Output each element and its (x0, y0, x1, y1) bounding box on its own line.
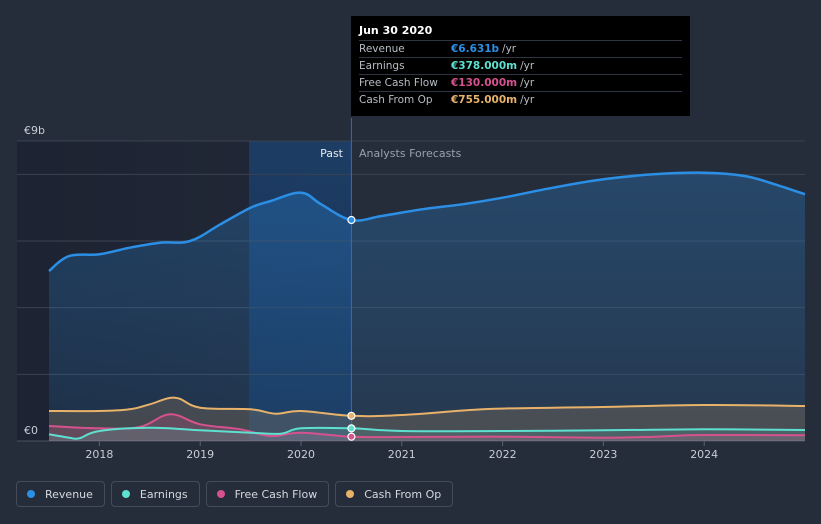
legend: Revenue Earnings Free Cash Flow Cash Fro… (16, 481, 454, 507)
highlight-point-free-cash-flow (347, 432, 356, 441)
x-tick-label: 2020 (287, 448, 315, 461)
dot-icon (216, 490, 225, 498)
revenue-area (49, 172, 805, 441)
tooltip: Jun 30 2020 Revenue €6.631b /yr Earnings… (351, 16, 690, 116)
legend-label: Earnings (139, 487, 188, 501)
x-axis-ticks: 2018 2019 2020 2021 2022 2023 2024 (85, 441, 718, 461)
tooltip-date: Jun 30 2020 (359, 24, 433, 37)
free-cash-flow-line (48, 413, 806, 439)
tooltip-row-free-cash-flow: Free Cash Flow €130.000m /yr (359, 74, 682, 91)
tooltip-value: €378.000m (451, 60, 518, 72)
x-tick-label: 2024 (690, 448, 718, 461)
tooltip-unit: /yr (520, 60, 535, 72)
legend-earnings[interactable]: Earnings (110, 481, 200, 507)
free-cash-flow-area (49, 414, 805, 441)
x-tick-label: 2018 (85, 448, 113, 461)
legend-label: Free Cash Flow (234, 487, 318, 501)
y-tick-zero: €0 (24, 424, 38, 437)
tooltip-label: Free Cash Flow (359, 77, 438, 89)
highlight-point-revenue (347, 215, 356, 225)
tooltip-value: €130.000m (451, 77, 518, 89)
x-tick-label: 2019 (186, 448, 214, 461)
past-label: Past (320, 147, 344, 160)
cash-from-op-line (48, 396, 806, 418)
tooltip-label: Cash From Op (359, 94, 433, 106)
tooltip-row-cash-from-op: Cash From Op €755.000m /yr (359, 91, 682, 108)
tooltip-unit: /yr (520, 77, 535, 89)
x-tick-label: 2021 (388, 448, 416, 461)
forecast-label: Analysts Forecasts (359, 147, 462, 160)
tooltip-unit: /yr (520, 94, 535, 106)
highlight-points (347, 215, 356, 441)
dot-icon (27, 490, 35, 498)
tooltip-label: Earnings (359, 60, 405, 72)
tooltip-row-revenue: Revenue €6.631b /yr (359, 40, 682, 57)
highlight-point-cash-from-op (347, 411, 356, 420)
highlight-point-earnings (347, 424, 356, 433)
legend-revenue[interactable]: Revenue (16, 481, 105, 507)
legend-free-cash-flow[interactable]: Free Cash Flow (205, 481, 330, 507)
tooltip-unit: /yr (502, 43, 517, 55)
tooltip-value: €6.631b (451, 43, 500, 55)
y-tick-max: €9b (24, 124, 45, 137)
tooltip-value: €755.000m (451, 94, 518, 106)
dot-icon (121, 490, 130, 498)
earnings-line (48, 426, 806, 440)
legend-label: Revenue (45, 487, 93, 501)
x-tick-label: 2023 (589, 448, 617, 461)
legend-label: Cash From Op (364, 487, 442, 501)
dot-icon (346, 490, 355, 498)
legend-cash-from-op[interactable]: Cash From Op (335, 481, 454, 507)
x-tick-label: 2022 (489, 448, 517, 461)
tooltip-label: Revenue (359, 43, 405, 55)
tooltip-row-earnings: Earnings €378.000m /yr (359, 57, 682, 74)
